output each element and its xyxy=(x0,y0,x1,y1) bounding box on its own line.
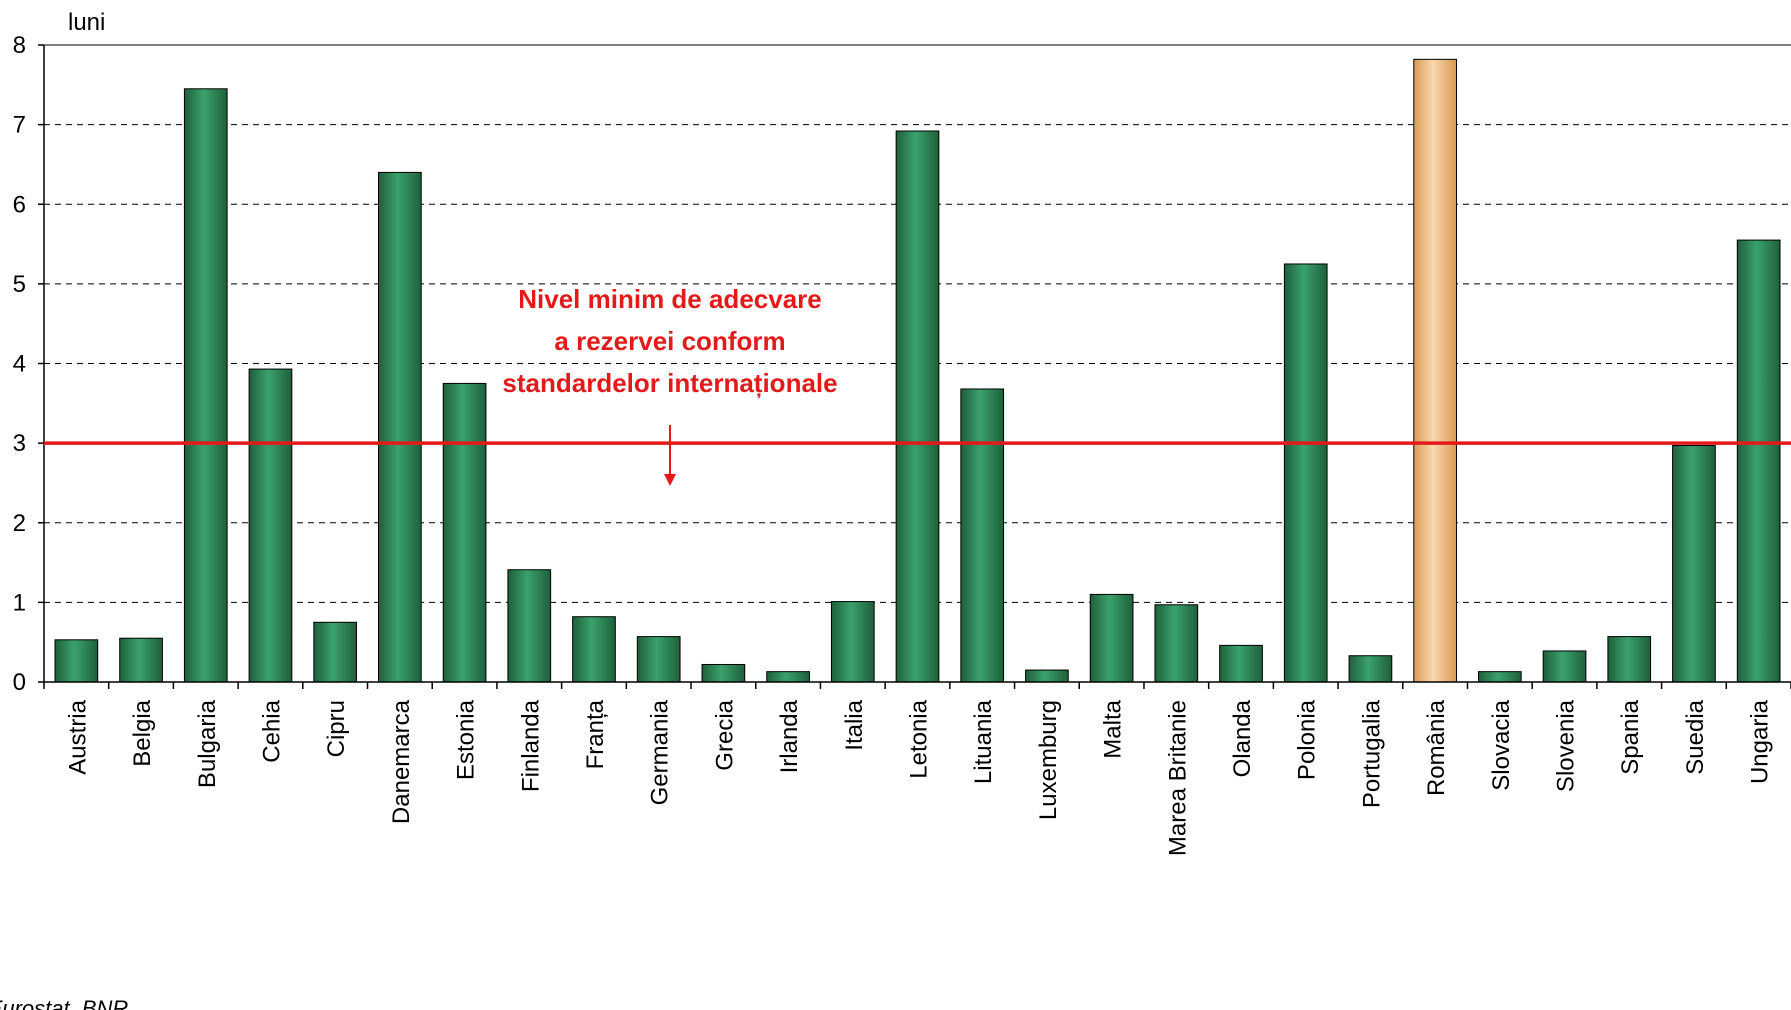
bar xyxy=(442,382,487,683)
x-tick-label: Italia xyxy=(841,699,868,750)
y-tick-label: 7 xyxy=(13,112,26,139)
x-tick-label: Cipru xyxy=(323,700,350,757)
annotation-line-1: Nivel minim de adecvare xyxy=(518,284,821,314)
bar xyxy=(1154,604,1199,683)
bar xyxy=(895,130,940,683)
bar xyxy=(572,616,616,683)
x-tick-labels: Austria Belgia Bulgaria Cehia Cipru Danemarca… xyxy=(64,699,1773,856)
annotation-line-2: a rezervei conform xyxy=(554,326,785,356)
bar xyxy=(1025,669,1069,683)
x-tick-label: Portugalia xyxy=(1358,699,1385,808)
bar xyxy=(960,388,1005,683)
y-tick-label: 2 xyxy=(13,510,26,537)
x-tick-label: România xyxy=(1423,699,1450,796)
bar xyxy=(507,569,552,683)
y-tick-label: 4 xyxy=(13,351,26,378)
bar xyxy=(1413,58,1457,683)
x-tick-label: Irlanda xyxy=(776,699,803,773)
axes xyxy=(38,44,1791,689)
bar xyxy=(1477,671,1522,683)
bar xyxy=(313,621,358,683)
x-tick-label: Franța xyxy=(582,699,609,769)
bar xyxy=(183,88,228,683)
bar xyxy=(1089,593,1134,683)
x-tick-label: Finlanda xyxy=(517,699,544,792)
bar xyxy=(1607,636,1652,683)
x-tick-label: Estonia xyxy=(453,699,480,780)
x-tick-label: Slovenia xyxy=(1553,699,1580,792)
bar xyxy=(701,663,746,683)
bar xyxy=(119,637,163,683)
x-tick-label: Danemarca xyxy=(388,699,415,824)
y-tick-label: 5 xyxy=(13,271,26,298)
bar xyxy=(1348,655,1393,683)
y-tick-label: 1 xyxy=(13,589,26,616)
bar xyxy=(1672,445,1716,683)
reference-line-group xyxy=(44,425,1791,486)
x-tick-label: Olanda xyxy=(1229,699,1256,777)
y-tick-labels: 0 1 2 3 4 5 6 7 8 xyxy=(13,32,26,696)
bar xyxy=(636,636,681,683)
y-tick-label: 6 xyxy=(13,191,26,218)
x-tick-label: Bulgaria xyxy=(194,699,221,788)
bar xyxy=(248,368,293,683)
x-tick-label: Letonia xyxy=(906,699,933,778)
x-tick-label: Grecia xyxy=(711,699,738,770)
bar xyxy=(830,601,875,683)
x-tick-label: Germania xyxy=(647,699,674,805)
x-tick-label: Luxemburg xyxy=(1035,700,1062,820)
x-tick-label: Spania xyxy=(1617,699,1644,774)
x-tick-label: Slovacia xyxy=(1488,699,1515,790)
x-tick-label: Marea Britanie xyxy=(1164,700,1191,856)
annotation-arrow-head xyxy=(664,474,676,486)
y-tick-label: 8 xyxy=(13,32,26,59)
x-tick-label: Austria xyxy=(64,699,91,774)
y-tick-label: 3 xyxy=(13,430,26,457)
bar xyxy=(1283,263,1328,683)
source-note: Sursa: Eurostat, BNR xyxy=(0,996,128,1010)
bar xyxy=(378,171,422,683)
y-axis-label: luni xyxy=(68,9,105,36)
bar xyxy=(1542,650,1587,683)
x-tick-label: Cehia xyxy=(258,699,285,762)
x-tick-label: Ungaria xyxy=(1747,699,1774,784)
x-tick-label: Belgia xyxy=(129,699,156,766)
x-tick-label: Polonia xyxy=(1294,699,1321,780)
bars xyxy=(54,58,1781,683)
x-tick-label: Suedia xyxy=(1682,699,1709,774)
x-tick-label: Malta xyxy=(1100,699,1127,758)
annotation-line-3: standardelor internaționale xyxy=(502,368,837,398)
bar xyxy=(766,671,810,683)
bar xyxy=(1736,239,1781,683)
x-tick-label: Lituania xyxy=(970,699,997,784)
y-tick-label: 0 xyxy=(13,669,26,696)
bar xyxy=(1219,644,1263,683)
bar xyxy=(54,639,99,683)
